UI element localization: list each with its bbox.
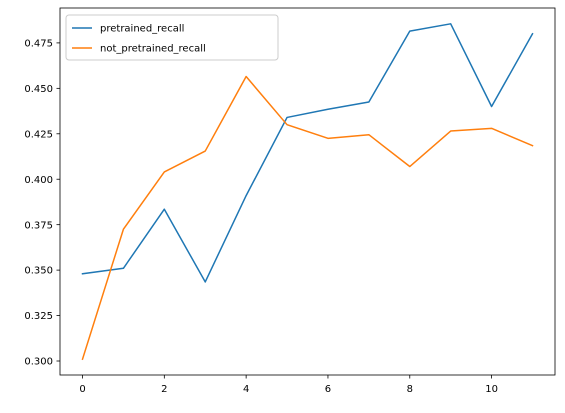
x-tick-label: 6 bbox=[325, 384, 331, 395]
legend-label-0: pretrained_recall bbox=[100, 24, 184, 35]
y-tick-label: 0.400 bbox=[24, 175, 53, 186]
y-tick-label: 0.300 bbox=[24, 357, 53, 368]
y-tick-label: 0.325 bbox=[24, 311, 53, 322]
x-tick-label: 2 bbox=[161, 384, 167, 395]
y-tick-label: 0.475 bbox=[24, 39, 53, 50]
axes-frame bbox=[59, 7, 556, 376]
y-tick-label: 0.425 bbox=[24, 129, 53, 140]
legend: pretrained_recall not_pretrained_recall bbox=[65, 14, 279, 61]
y-tick-label: 0.450 bbox=[24, 84, 53, 95]
y-tick-label: 0.350 bbox=[24, 266, 53, 277]
x-tick-label: 8 bbox=[407, 384, 413, 395]
y-axis: 0.300 0.325 0.350 0.375 0.400 0.425 0.450 0.475 bbox=[24, 39, 60, 368]
legend-label-1: not_pretrained_recall bbox=[100, 44, 206, 55]
y-tick-label: 0.375 bbox=[24, 220, 53, 231]
x-tick-label: 10 bbox=[485, 384, 498, 395]
x-tick-label: 4 bbox=[243, 384, 249, 395]
x-axis: 0 2 4 6 8 10 bbox=[79, 375, 498, 395]
legend-box bbox=[65, 14, 279, 61]
series-layer bbox=[81, 23, 534, 361]
series-line-1 bbox=[81, 75, 534, 361]
series-line-0 bbox=[81, 23, 534, 283]
x-tick-label: 0 bbox=[79, 384, 85, 395]
